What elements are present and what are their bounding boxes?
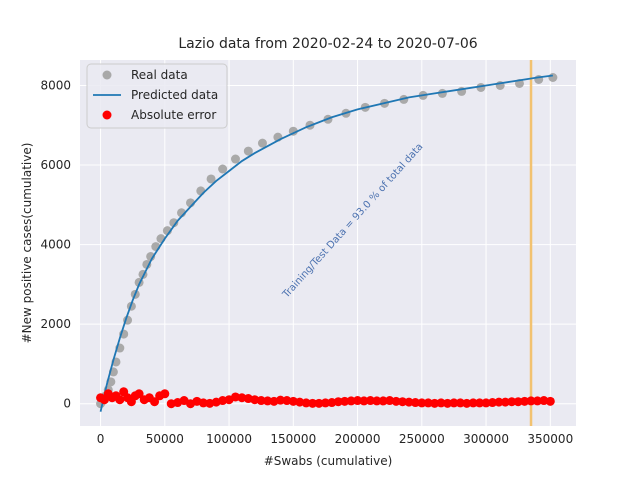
x-tick-label: 100000 — [206, 432, 252, 446]
absolute-error-point — [160, 389, 170, 399]
absolute-error-point — [462, 398, 472, 408]
x-tick-label: 200000 — [335, 432, 381, 446]
absolute-error-point — [520, 396, 530, 406]
absolute-error-point — [513, 397, 523, 407]
real-data-point — [257, 138, 267, 148]
absolute-error-point — [333, 397, 343, 407]
absolute-error-point — [359, 396, 369, 406]
x-tick-label: 50000 — [146, 432, 184, 446]
predicted-data-line — [99, 74, 553, 412]
absolute-error-point — [545, 396, 555, 406]
y-tick-label: 0 — [63, 397, 71, 411]
absolute-error-point — [398, 397, 408, 407]
absolute-error-point — [468, 398, 478, 408]
absolute-error-point — [532, 396, 542, 406]
y-tick-label: 2000 — [40, 317, 71, 331]
y-tick-label: 8000 — [40, 78, 71, 92]
absolute-error-point — [198, 398, 208, 408]
absolute-error-point — [526, 396, 536, 406]
absolute-error-point — [404, 397, 414, 407]
real-data-point — [196, 186, 206, 196]
absolute-error-point — [436, 398, 446, 408]
absolute-error-point — [391, 396, 401, 406]
real-data-point — [146, 252, 156, 262]
real-data-point — [230, 154, 240, 164]
y-tick-label: 4000 — [40, 238, 71, 252]
absolute-error-series — [96, 387, 555, 409]
real-data-point — [218, 164, 228, 174]
legend-real-data-marker — [102, 70, 112, 80]
absolute-error-point — [417, 398, 427, 408]
absolute-error-point — [449, 398, 459, 408]
x-tick-label: 300000 — [463, 432, 509, 446]
absolute-error-point — [365, 396, 375, 406]
legend: Real data Predicted data Absolute error — [86, 63, 228, 129]
absolute-error-point — [308, 398, 318, 408]
real-data-point — [142, 259, 152, 269]
absolute-error-point — [423, 398, 433, 408]
absolute-error-point — [263, 396, 273, 406]
tick-labels: 0 50000 100000 150000 200000 250000 300000 3500… — [40, 78, 573, 446]
absolute-error-point — [320, 398, 330, 408]
absolute-error-point — [430, 398, 440, 408]
x-tick-label: 150000 — [270, 432, 316, 446]
absolute-error-point — [455, 398, 465, 408]
absolute-error-point — [346, 396, 356, 406]
absolute-error-point — [275, 395, 285, 405]
legend-box — [86, 63, 228, 129]
legend-real-data-label: Real data — [131, 68, 188, 82]
real-data-point — [206, 174, 216, 184]
absolute-error-point — [115, 395, 125, 405]
x-axis-label: #Swabs (cumulative) — [264, 454, 393, 468]
y-axis-label: #New positive cases(cumulative) — [20, 143, 34, 344]
real-data-point — [548, 73, 558, 83]
absolute-error-point — [314, 398, 324, 408]
x-tick-label: 0 — [97, 432, 105, 446]
legend-absolute-error-label: Absolute error — [131, 108, 216, 122]
absolute-error-point — [475, 398, 485, 408]
absolute-error-point — [372, 396, 382, 406]
absolute-error-point — [494, 397, 504, 407]
absolute-error-point — [301, 398, 311, 408]
chart-title: Lazio data from 2020-02-24 to 2020-07-06 — [178, 36, 477, 52]
grid-lines — [80, 60, 576, 426]
real-data-point — [169, 218, 179, 228]
absolute-error-point — [256, 396, 266, 406]
x-tick-label: 350000 — [527, 432, 573, 446]
absolute-error-point — [410, 398, 420, 408]
absolute-error-point — [340, 396, 350, 406]
absolute-error-point — [487, 398, 497, 408]
absolute-error-point — [378, 396, 388, 406]
absolute-error-point — [353, 396, 363, 406]
absolute-error-point — [134, 389, 144, 399]
legend-absolute-error-marker — [102, 110, 112, 120]
real-data-point — [243, 146, 253, 156]
absolute-error-point — [500, 397, 510, 407]
absolute-error-point — [443, 398, 453, 408]
x-tick-label: 250000 — [399, 432, 445, 446]
absolute-error-point — [481, 398, 491, 408]
absolute-error-point — [507, 397, 517, 407]
y-tick-label: 6000 — [40, 158, 71, 172]
legend-predicted-data-label: Predicted data — [131, 88, 218, 102]
absolute-error-point — [150, 397, 160, 407]
